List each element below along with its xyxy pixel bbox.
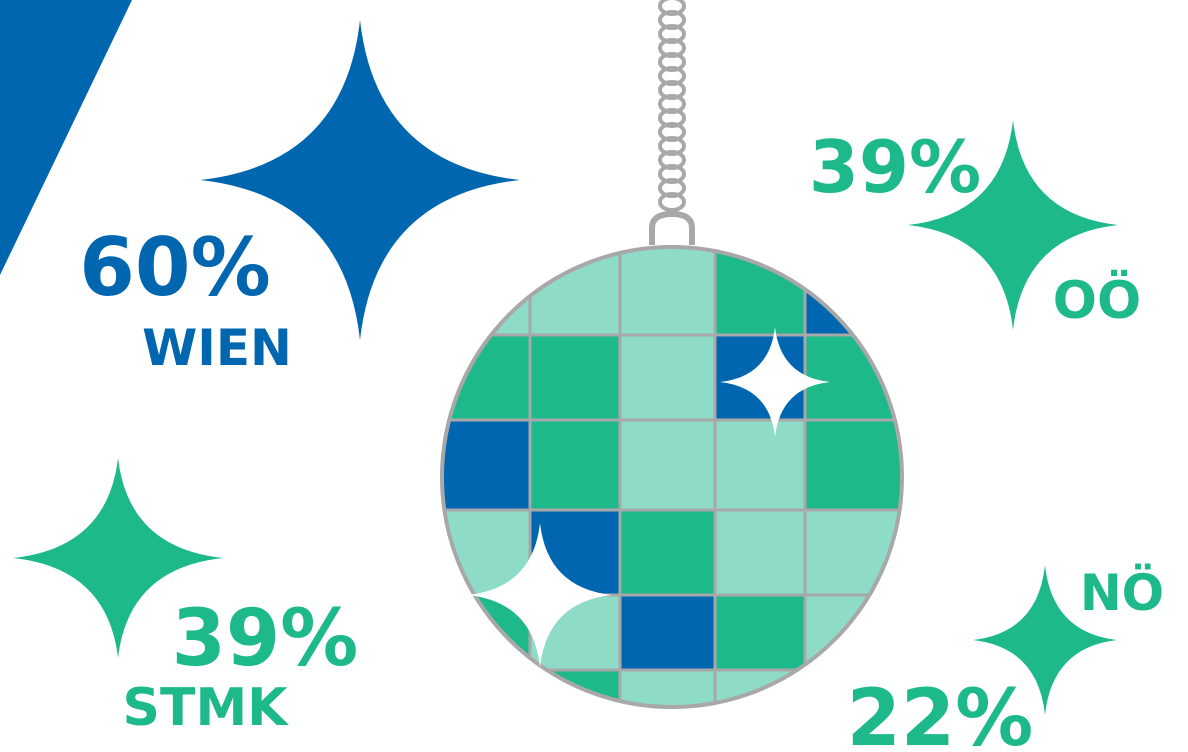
hook (652, 214, 692, 245)
share: 60% (79, 221, 270, 314)
tile (620, 240, 715, 335)
tile (805, 595, 905, 670)
tile (430, 240, 530, 335)
tile (620, 510, 715, 595)
region: WIEN (142, 319, 292, 377)
tile (530, 420, 620, 510)
tile (430, 670, 530, 720)
tile (620, 595, 715, 670)
tile (805, 240, 905, 335)
tile (715, 420, 805, 510)
tile (620, 670, 715, 720)
infographic: 60% WIEN 39% OÖ 39% STMK NÖ 22% (0, 0, 1188, 752)
tile (620, 335, 715, 420)
tile (715, 510, 805, 595)
tile (715, 595, 805, 670)
region: OÖ (1053, 269, 1141, 331)
region: STMK (123, 678, 290, 738)
region: NÖ (1080, 563, 1164, 622)
share: 39% (172, 594, 359, 684)
tile (715, 670, 805, 720)
tile (530, 335, 620, 420)
chain (660, 0, 684, 210)
share: 22% (847, 674, 1034, 752)
tile (805, 420, 905, 510)
share: 39% (809, 125, 981, 209)
tile (620, 420, 715, 510)
tile (530, 670, 620, 720)
